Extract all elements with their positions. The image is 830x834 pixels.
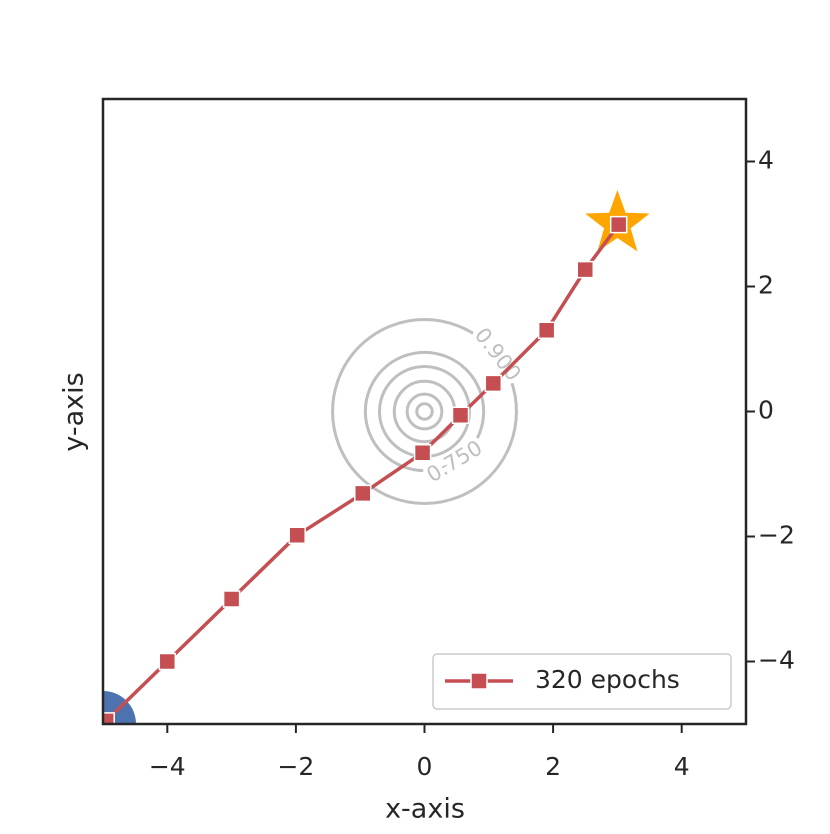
x-tick-label: 2 (545, 752, 561, 781)
series-marker (288, 526, 306, 544)
x-tick-label: −4 (149, 752, 186, 781)
series-marker (158, 652, 177, 671)
legend-box (432, 653, 732, 710)
legend-marker (470, 672, 488, 690)
x-tick-label: −2 (277, 752, 314, 781)
series-marker (413, 444, 432, 462)
y-tick-label: 4 (758, 146, 774, 175)
legend-label: 320 epochs (535, 665, 680, 694)
series-marker (222, 590, 241, 608)
contour (331, 318, 518, 505)
legend: 320 epochs (432, 653, 732, 710)
series-marker (576, 260, 594, 279)
x-tick-label: 0 (417, 752, 433, 781)
y-tick-label: 2 (758, 271, 774, 300)
series-marker (354, 484, 372, 503)
contour (415, 402, 434, 421)
series-marker (484, 374, 503, 393)
x-axis-label: x-axis (385, 794, 465, 825)
series-marker (103, 712, 115, 724)
y-axis-label: y-axis (59, 372, 90, 451)
y-tick-label: −2 (758, 521, 795, 550)
series-marker (451, 406, 470, 424)
contour (363, 350, 486, 473)
series-marker (537, 321, 556, 339)
x-tick-label: 4 (674, 752, 690, 781)
y-tick-label: 0 (758, 396, 774, 425)
series-marker (609, 215, 628, 234)
y-tick-label: −4 (758, 646, 795, 675)
contour (405, 392, 444, 431)
